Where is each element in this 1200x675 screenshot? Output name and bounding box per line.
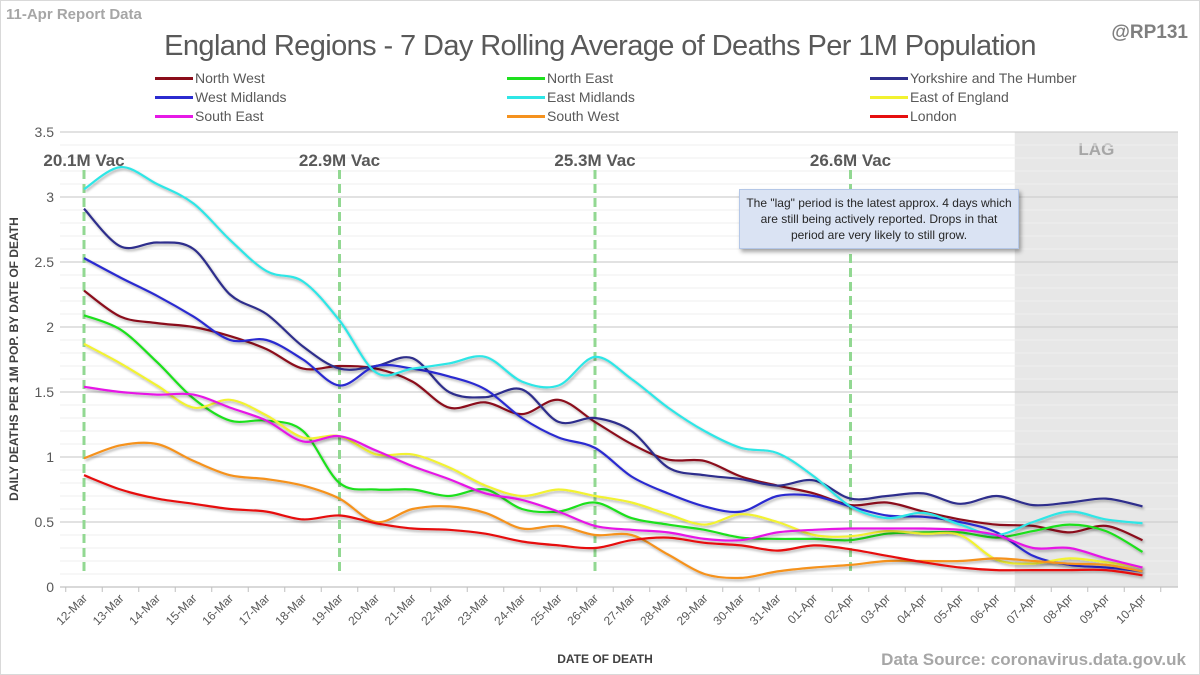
series-line-yorkshire-and-the-humber xyxy=(83,207,1143,508)
x-tick-label: 27-Mar xyxy=(601,591,638,628)
y-tick-label: 3.5 xyxy=(35,124,55,140)
legend-label: South West xyxy=(547,108,620,124)
legend-swatch xyxy=(507,95,545,99)
x-tick-label: 05-Apr xyxy=(931,591,966,626)
x-tick-label: 19-Mar xyxy=(309,591,346,628)
series-line-south-east xyxy=(83,385,1143,569)
legend-label: Yorkshire and The Humber xyxy=(910,70,1077,86)
y-tick-label: 0 xyxy=(46,579,54,595)
x-tick-label: 18-Mar xyxy=(272,591,309,628)
x-tick-label: 09-Apr xyxy=(1077,591,1112,626)
report-date-label: 11-Apr Report Data xyxy=(6,6,142,23)
legend-item: London xyxy=(870,108,957,124)
x-tick-label: 26-Mar xyxy=(564,591,601,628)
legend-label: East of England xyxy=(910,89,1009,105)
series-line-south-west xyxy=(83,441,1143,580)
x-tick-label: 13-Mar xyxy=(90,591,127,628)
x-tick-label: 30-Mar xyxy=(710,591,747,628)
legend-label: London xyxy=(910,108,957,124)
vaccination-marker-label: 20.1M Vac xyxy=(43,151,124,170)
legend-item: North West xyxy=(155,70,265,86)
lag-note-callout: The "lag" period is the latest approx. 4… xyxy=(739,189,1019,249)
x-tick-label: 07-Apr xyxy=(1004,591,1039,626)
y-tick-label: 2.5 xyxy=(35,254,55,270)
legend-item: North East xyxy=(507,70,613,86)
legend-item: South East xyxy=(155,108,264,124)
y-tick-label: 2 xyxy=(46,319,54,335)
x-tick-label: 28-Mar xyxy=(637,591,674,628)
x-tick-label: 25-Mar xyxy=(528,591,565,628)
x-tick-label: 29-Mar xyxy=(674,591,711,628)
x-tick-label: 23-Mar xyxy=(455,591,492,628)
x-tick-label: 03-Apr xyxy=(858,591,893,626)
legend-item: West Midlands xyxy=(155,89,287,105)
x-tick-label: 20-Mar xyxy=(345,591,382,628)
legend-label: North West xyxy=(195,70,265,86)
legend-item: Yorkshire and The Humber xyxy=(870,70,1077,86)
legend-label: South East xyxy=(195,108,264,124)
x-tick-label: 06-Apr xyxy=(967,591,1002,626)
chart-title: England Regions - 7 Day Rolling Average … xyxy=(164,30,1036,62)
data-source: Data Source: coronavirus.data.gov.uk xyxy=(881,650,1186,669)
x-tick-label: 22-Mar xyxy=(418,591,455,628)
series-line-west-midlands xyxy=(83,257,1143,573)
legend-item: East of England xyxy=(870,89,1009,105)
vaccination-marker-label: 22.9M Vac xyxy=(299,151,380,170)
y-axis-title: DAILY DEATHS PER 1M POP. BY DATE OF DEAT… xyxy=(7,217,21,501)
y-tick-label: 1.5 xyxy=(35,384,55,400)
legend-swatch xyxy=(870,114,908,118)
y-tick-label: 3 xyxy=(46,189,54,205)
x-tick-label: 04-Apr xyxy=(894,591,929,626)
x-tick-label: 24-Mar xyxy=(491,591,528,628)
x-tick-label: 21-Mar xyxy=(382,591,419,628)
legend-label: East Midlands xyxy=(547,89,635,105)
x-tick-label: 02-Apr xyxy=(821,591,856,626)
x-axis-title: DATE OF DEATH xyxy=(557,652,653,666)
legend-swatch xyxy=(870,76,908,80)
x-tick-label: 08-Apr xyxy=(1040,591,1075,626)
vaccination-marker-label: 25.3M Vac xyxy=(554,151,635,170)
lag-label: LAG xyxy=(1078,140,1114,159)
legend-item: South West xyxy=(507,108,619,124)
legend-label: North East xyxy=(547,70,614,86)
x-tick-label: 14-Mar xyxy=(126,591,163,628)
series-line-east-of-england xyxy=(83,342,1143,569)
legend-swatch xyxy=(155,95,193,99)
legend-item: East Midlands xyxy=(507,89,635,105)
x-tick-label: 31-Mar xyxy=(747,591,784,628)
legend-swatch xyxy=(507,76,545,80)
legend-swatch xyxy=(507,114,545,118)
legend-label: West Midlands xyxy=(195,89,287,105)
x-tick-label: 17-Mar xyxy=(236,591,273,628)
legend-swatch xyxy=(155,76,193,80)
x-tick-label: 01-Apr xyxy=(785,591,820,626)
x-tick-label: 10-Apr xyxy=(1113,591,1148,626)
author-handle: @RP131 xyxy=(1111,22,1188,43)
series-line-london xyxy=(83,474,1143,577)
x-tick-label: 16-Mar xyxy=(199,591,236,628)
legend-swatch xyxy=(870,95,908,99)
vaccination-marker-label: 26.6M Vac xyxy=(810,151,891,170)
x-tick-label: 12-Mar xyxy=(53,591,90,628)
legend-swatch xyxy=(155,114,193,118)
y-tick-label: 1 xyxy=(46,449,54,465)
x-tick-label: 15-Mar xyxy=(163,591,200,628)
lag-region xyxy=(1014,132,1178,587)
y-tick-label: 0.5 xyxy=(35,514,55,530)
series-line-north-west xyxy=(83,289,1143,542)
series-line-east-midlands xyxy=(83,165,1143,537)
